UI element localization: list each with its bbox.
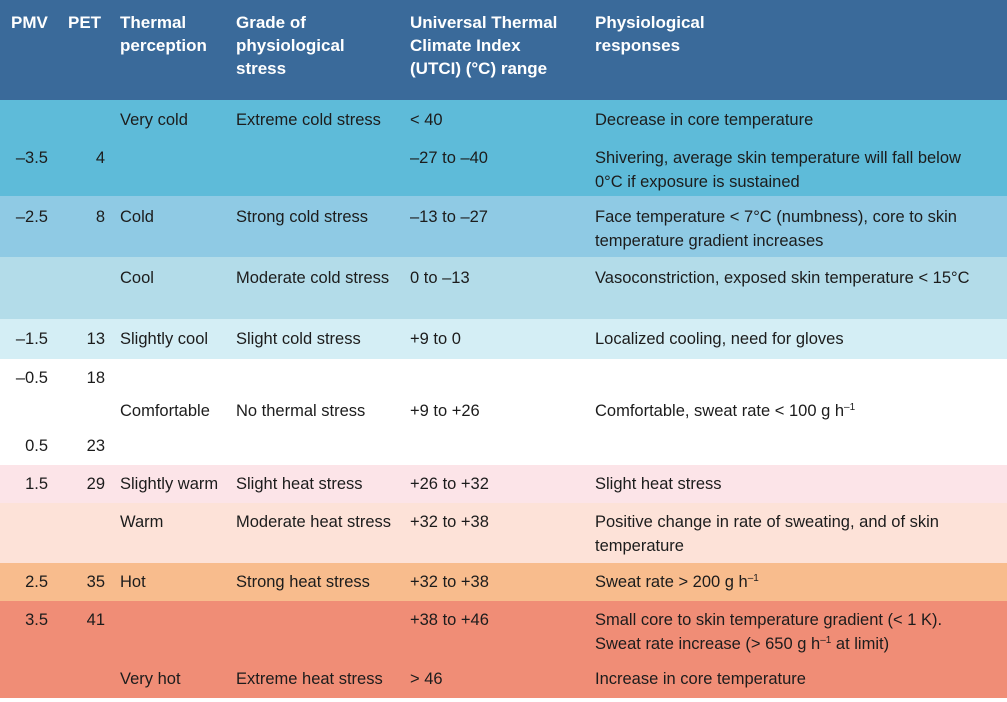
response-cell: Slight heat stress (595, 475, 722, 493)
table-row: 3.5 41 +38 to +46 Small core to skin tem… (0, 601, 1007, 660)
response-cell: Shivering, average skin temperature will… (595, 149, 961, 191)
pmv-cell: 1.5 (25, 475, 48, 493)
thermal-perception-cell: Cool (120, 269, 154, 287)
pmv-cell: 3.5 (25, 611, 48, 629)
stress-grade-cell: Moderate heat stress (236, 513, 391, 531)
utci-range-cell: < 40 (410, 111, 443, 129)
header-physiological-responses: Physiological responses (595, 13, 705, 55)
pet-cell: 29 (86, 475, 105, 493)
thermal-perception-cell: Hot (120, 573, 146, 591)
table-row: –3.5 4 –27 to –40 Shivering, average ski… (0, 140, 1007, 196)
response-cell: Sweat rate > 200 g h–1 (595, 570, 759, 594)
thermal-perception-cell: Cold (120, 208, 154, 226)
response-line: Small core to skin temperature gradient … (595, 611, 943, 629)
response-text: Sweat rate > 200 g h (595, 573, 748, 591)
header-pmv: PMV (11, 13, 48, 32)
utci-range-cell: +32 to +38 (410, 573, 489, 591)
pmv-cell: –3.5 (15, 149, 48, 167)
utci-range-cell: +9 to +26 (410, 402, 480, 420)
pmv-cell: 2.5 (25, 573, 48, 591)
stress-grade-cell: Strong cold stress (236, 208, 369, 226)
table-row: 2.5 35 Hot Strong heat stress +32 to +38… (0, 563, 1007, 601)
stress-grade-cell: Moderate cold stress (236, 269, 390, 287)
response-cell: Face temperature < 7°C (numbness), core … (595, 208, 957, 250)
thermal-perception-cell: Very hot (120, 670, 181, 688)
pmv-cell: 0.5 (25, 437, 48, 455)
thermal-perception-cell: Slightly warm (120, 475, 219, 493)
stress-grade-cell: No thermal stress (236, 402, 366, 420)
pmv-cell: –1.5 (15, 330, 48, 348)
pet-cell: 41 (86, 611, 105, 629)
pmv-cell: –0.5 (15, 369, 48, 387)
utci-range-cell: +9 to 0 (410, 330, 461, 348)
header-grade-of-stress: Grade of physiological stress (236, 13, 345, 78)
utci-range-cell: +32 to +38 (410, 513, 489, 531)
header-utci-range: Universal Thermal Climate Index (UTCI) (… (410, 13, 558, 78)
stress-grade-cell: Extreme cold stress (236, 111, 381, 129)
utci-range-cell: 0 to –13 (410, 269, 470, 287)
response-cell: Small core to skin temperature gradient … (595, 608, 942, 656)
utci-range-cell: –13 to –27 (410, 208, 488, 226)
table-header: PMV PET Thermal perception Grade of phys… (0, 0, 1007, 100)
header-thermal-perception: Thermal perception (120, 13, 207, 55)
thermal-perception-cell: Slightly cool (120, 330, 209, 348)
utci-range-cell: > 46 (410, 670, 443, 688)
table-row: –2.5 8 Cold Strong cold stress –13 to –2… (0, 196, 1007, 257)
table-row: Very hot Extreme heat stress > 46 Increa… (0, 660, 1007, 698)
response-cell: Decrease in core temperature (595, 111, 814, 129)
response-line: Sweat rate increase (> 650 g h–1 at limi… (595, 632, 942, 656)
table-row: 1.5 29 Slightly warm Slight heat stress … (0, 465, 1007, 503)
thermal-perception-cell: Comfortable (120, 402, 210, 420)
utci-range-cell: +38 to +46 (410, 611, 489, 629)
stress-grade-cell: Extreme heat stress (236, 670, 383, 688)
pet-cell: 35 (86, 573, 105, 591)
table-row: Cool Moderate cold stress 0 to –13 Vasoc… (0, 257, 1007, 319)
table-row: Very cold Extreme cold stress < 40 Decre… (0, 100, 1007, 140)
exponent: –1 (747, 573, 759, 584)
exponent: –1 (820, 635, 832, 646)
response-cell: Increase in core temperature (595, 670, 806, 688)
response-cell: Localized cooling, need for gloves (595, 330, 844, 348)
response-cell: Positive change in rate of sweating, and… (595, 513, 939, 555)
thermal-perception-cell: Warm (120, 513, 164, 531)
stress-grade-cell: Slight heat stress (236, 475, 363, 493)
table-row: –1.5 13 Slightly cool Slight cold stress… (0, 319, 1007, 359)
response-cell: Comfortable, sweat rate < 100 g h–1 (595, 399, 855, 423)
thermal-perception-cell: Very cold (120, 111, 188, 129)
pet-cell: 23 (86, 437, 105, 455)
response-cell: Vasoconstriction, exposed skin temperatu… (595, 269, 970, 287)
header-pet: PET (68, 13, 102, 32)
utci-range-cell: +26 to +32 (410, 475, 489, 493)
pet-cell: 13 (86, 330, 105, 348)
response-text: Comfortable, sweat rate < 100 g h (595, 402, 845, 420)
response-text: at limit) (831, 635, 890, 653)
pet-cell: 8 (95, 208, 105, 226)
table-row: Warm Moderate heat stress +32 to +38 Pos… (0, 503, 1007, 563)
table-row: –0.5 18 0.5 23 Comfortable No thermal st… (0, 359, 1007, 465)
stress-grade-cell: Slight cold stress (236, 330, 361, 348)
response-text: Sweat rate increase (> 650 g h (595, 635, 821, 653)
stress-grade-cell: Strong heat stress (236, 573, 370, 591)
pet-cell: 4 (95, 149, 105, 167)
exponent: –1 (844, 402, 856, 413)
pmv-cell: –2.5 (15, 208, 48, 226)
utci-range-cell: –27 to –40 (410, 149, 488, 167)
pet-cell: 18 (86, 369, 105, 387)
